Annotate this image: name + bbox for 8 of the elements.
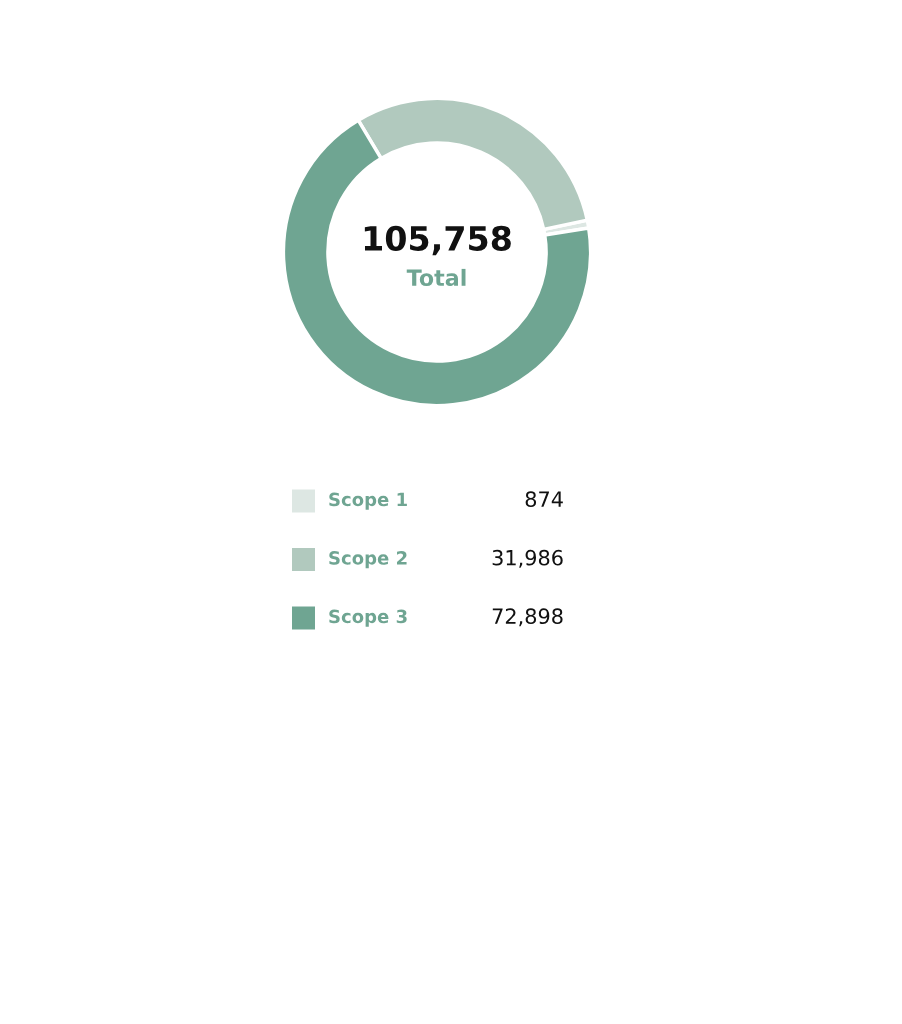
- legend-label: Scope 1: [329, 492, 407, 510]
- legend-label: Scope 2: [329, 551, 407, 569]
- text: Total: [406, 268, 466, 287]
- data-label: 874: [525, 491, 563, 508]
- data-label: 72,898: [492, 608, 563, 627]
- text: 105,758: [364, 225, 511, 256]
- data-label: 31,986: [492, 549, 563, 568]
- legend-label: Scope 3: [329, 609, 407, 627]
